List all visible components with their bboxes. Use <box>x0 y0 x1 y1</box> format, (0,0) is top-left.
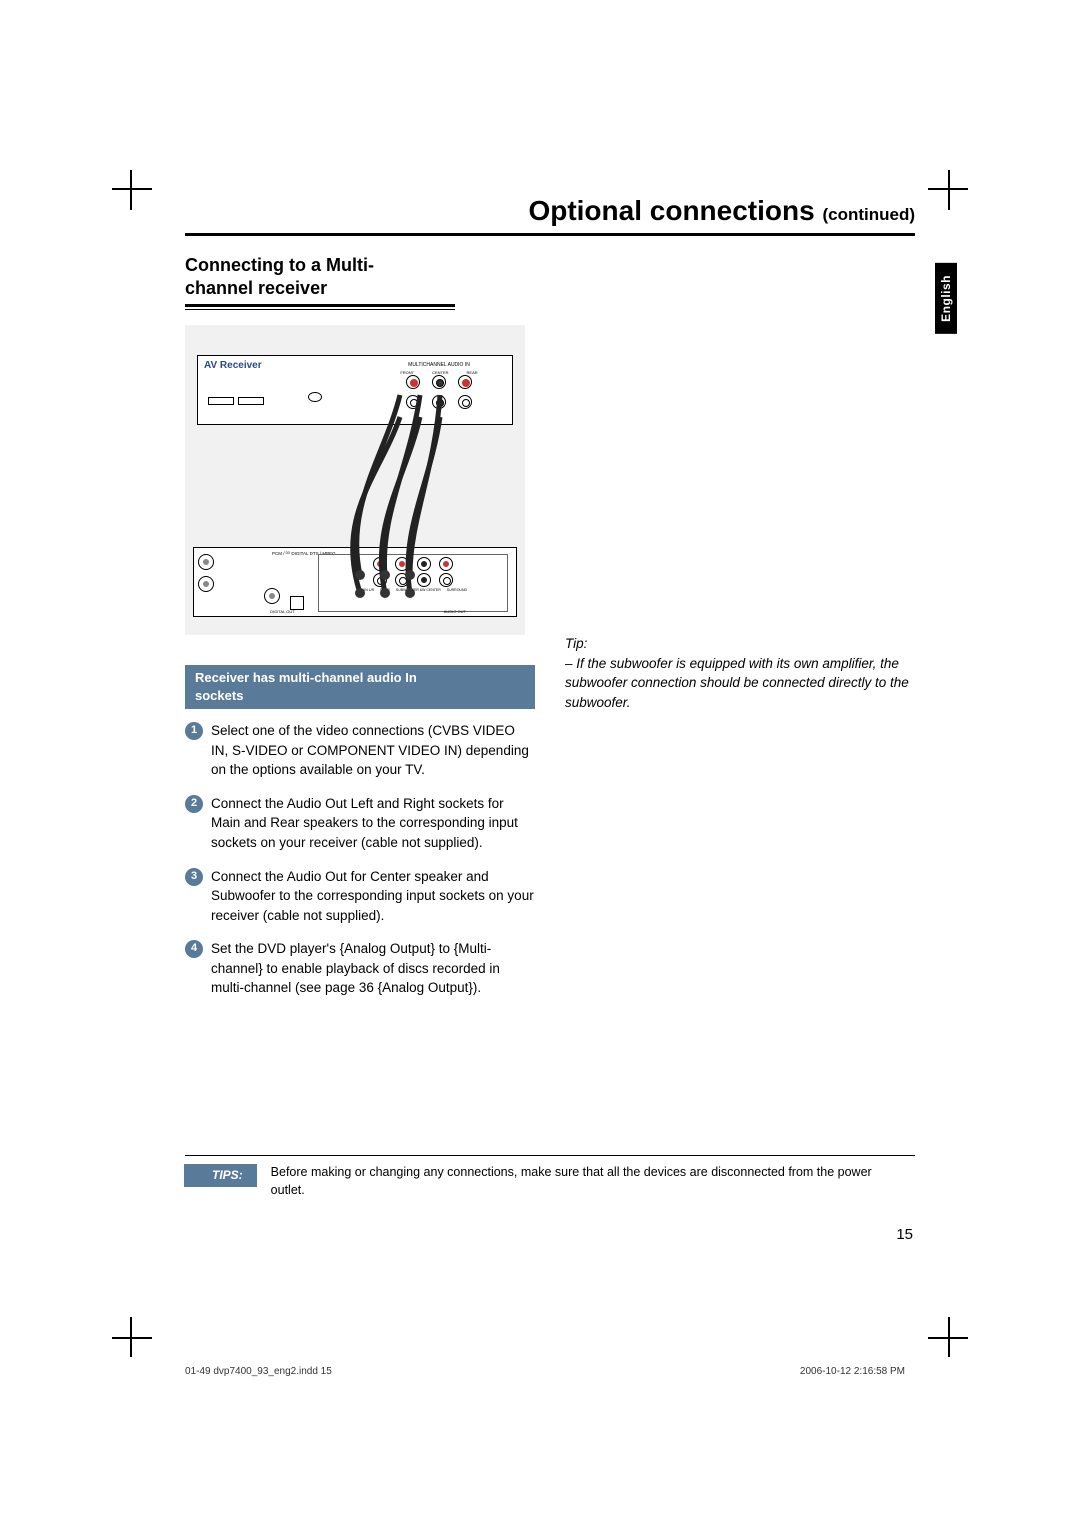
player-digital-out <box>264 588 304 610</box>
jack-icon <box>395 557 409 571</box>
digital-out-label: DIGITAL OUT <box>270 609 295 614</box>
dvd-player-box: PCM / ᴰᴼ DIGITAL DTS / MPEG DIGITAL OUT <box>193 547 517 617</box>
step-number-badge: 2 <box>185 795 203 813</box>
step-item: 4 Set the DVD player's {Analog Output} t… <box>185 939 535 998</box>
step-item: 1 Select one of the video connections (C… <box>185 721 535 780</box>
coaxial-jack-icon <box>264 588 280 604</box>
jack-icon <box>439 573 453 587</box>
step-item: 2 Connect the Audio Out Left and Right s… <box>185 794 535 853</box>
jack-icon <box>198 554 214 570</box>
footer-meta: 01-49 dvp7400_93_eng2.indd 15 2006-10-12… <box>185 1366 905 1377</box>
step-number-badge: 3 <box>185 868 203 886</box>
step-text: Connect the Audio Out Left and Right soc… <box>211 794 535 853</box>
av-receiver-label: AV Receiver <box>204 360 262 371</box>
step-text: Connect the Audio Out for Center speaker… <box>211 867 535 926</box>
right-column: Tip: – If the subwoofer is equipped with… <box>565 254 915 1012</box>
section-heading-line2: channel receiver <box>185 278 327 298</box>
jack-icon <box>373 557 387 571</box>
audio-jack-icon <box>458 395 472 409</box>
step-number-badge: 4 <box>185 940 203 958</box>
audio-out-panel: MAIN L/R REAR SUBWOOFER &W CENTER SURROU… <box>318 554 508 612</box>
crop-mark <box>910 170 950 210</box>
section-rule <box>185 304 455 310</box>
footer-left: 01-49 dvp7400_93_eng2.indd 15 <box>185 1366 332 1377</box>
tip-label: Tip: <box>565 634 915 654</box>
step-text: Set the DVD player's {Analog Output} to … <box>211 939 535 998</box>
audio-jack-icon <box>432 375 446 389</box>
step-item: 3 Connect the Audio Out for Center speak… <box>185 867 535 926</box>
crop-mark <box>130 1317 170 1357</box>
left-column: Connecting to a Multi- channel receiver … <box>185 254 535 1012</box>
jack-icon <box>417 573 431 587</box>
jack-icon <box>373 573 387 587</box>
audio-jack-icon <box>432 395 446 409</box>
jack-icon <box>439 557 453 571</box>
av-receiver-box: AV Receiver MULTICHANNEL AUDIO IN FRONT … <box>197 355 513 425</box>
tips-badge: TIPS: <box>184 1164 257 1187</box>
section-heading-line1: Connecting to a Multi- <box>185 255 374 275</box>
section-heading: Connecting to a Multi- channel receiver <box>185 254 535 301</box>
audio-out-label: AUDIO OUT <box>444 609 466 614</box>
audio-jack-icon <box>406 395 420 409</box>
sub-heading-line1: Receiver has multi-channel audio In <box>195 670 417 685</box>
audio-jack-icon <box>406 375 420 389</box>
page-title-suffix: (continued) <box>822 205 915 224</box>
jack-icon <box>417 557 431 571</box>
jack-icon <box>395 573 409 587</box>
player-left-jacks <box>198 554 214 598</box>
language-tab: English <box>935 263 957 334</box>
connection-diagram: AV Receiver MULTICHANNEL AUDIO IN FRONT … <box>185 325 525 635</box>
page-number: 15 <box>896 1226 913 1243</box>
receiver-knob <box>308 392 322 402</box>
page: Optional connections (continued) English… <box>0 0 1080 1527</box>
crop-mark <box>130 170 170 210</box>
steps-list: 1 Select one of the video connections (C… <box>185 721 535 998</box>
audio-jack-icon <box>458 375 472 389</box>
out-label: SURROUND <box>447 588 467 592</box>
columns: Connecting to a Multi- channel receiver … <box>185 254 915 1012</box>
sub-heading-line2: sockets <box>195 688 243 703</box>
page-title-main: Optional connections <box>528 195 814 226</box>
out-label: MAIN L/R <box>359 588 374 592</box>
step-text: Select one of the video connections (CVB… <box>211 721 535 780</box>
multichannel-label: MULTICHANNEL AUDIO IN <box>374 362 504 368</box>
tip-text: – If the subwoofer is equipped with its … <box>565 654 915 713</box>
tip-block: Tip: – If the subwoofer is equipped with… <box>565 634 915 712</box>
jack-icon <box>198 576 214 592</box>
page-title: Optional connections (continued) <box>185 195 915 236</box>
footer-right: 2006-10-12 2:16:58 PM <box>800 1366 905 1377</box>
receiver-slots <box>208 392 288 410</box>
optical-jack-icon <box>290 596 304 610</box>
tips-text: Before making or changing any connection… <box>271 1164 915 1199</box>
multichannel-panel: MULTICHANNEL AUDIO IN FRONT CENTER REAR <box>374 362 504 420</box>
crop-mark <box>910 1317 950 1357</box>
sub-heading: Receiver has multi-channel audio In sock… <box>185 665 535 709</box>
tips-bar: TIPS: Before making or changing any conn… <box>185 1155 915 1199</box>
out-label: REAR <box>380 588 390 592</box>
step-number-badge: 1 <box>185 722 203 740</box>
content-area: Optional connections (continued) English… <box>185 195 915 1255</box>
out-label: SUBWOOFER &W CENTER <box>396 588 441 592</box>
